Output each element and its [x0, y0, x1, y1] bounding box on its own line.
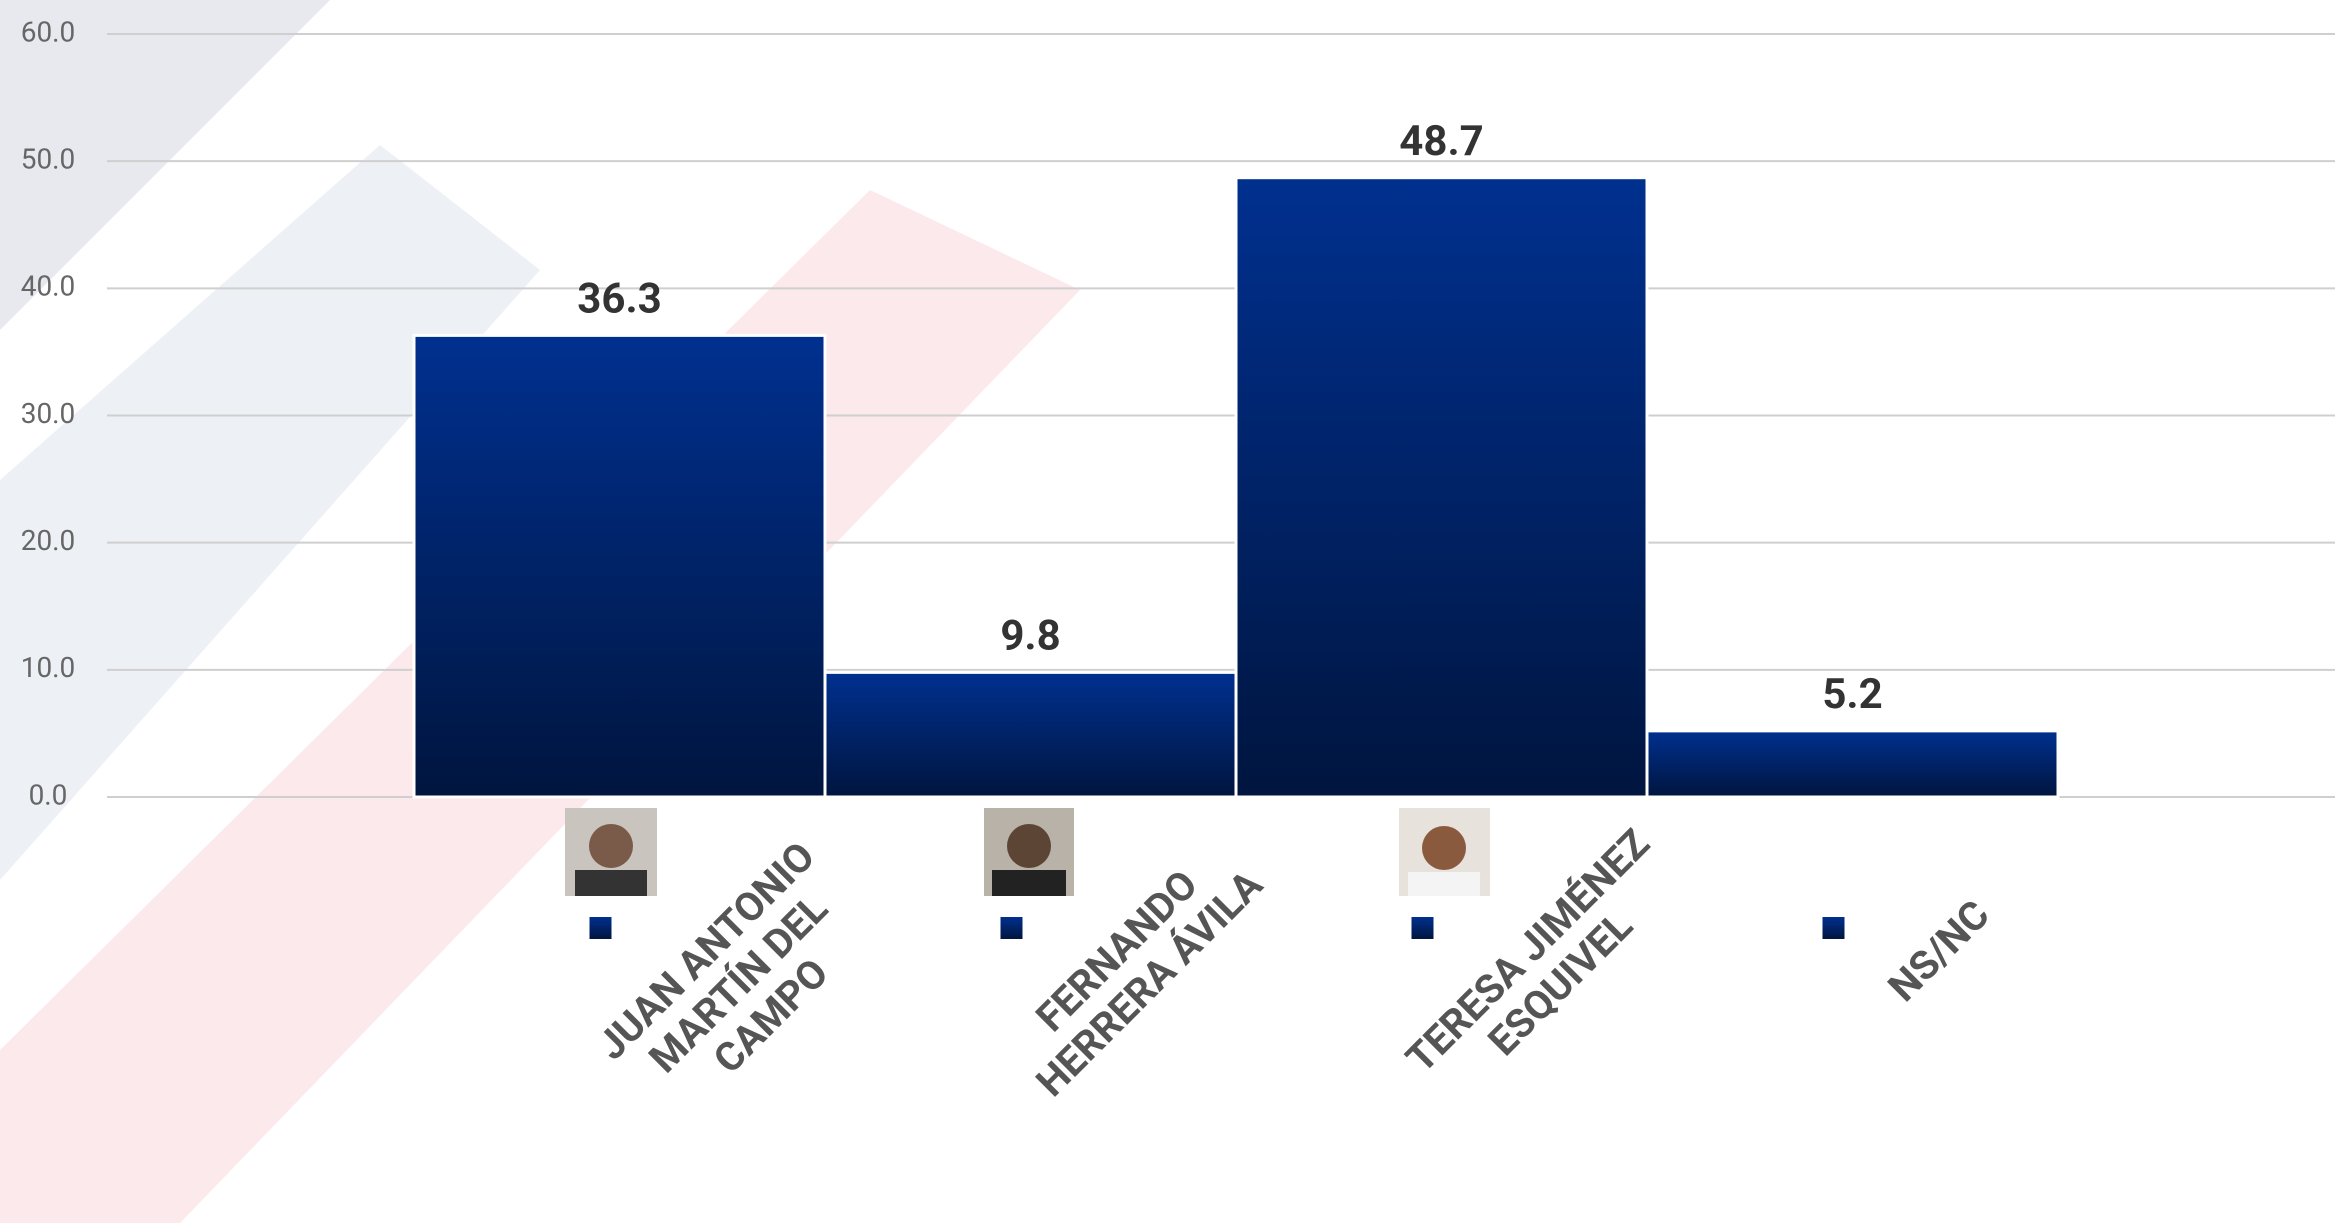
- legend-swatch: [1412, 917, 1434, 939]
- bar: [414, 335, 825, 797]
- value-label: 5.2: [1822, 670, 1882, 719]
- y-tick-label: 10.0: [21, 651, 76, 684]
- chart: 0.0 10.0 20.0 30.0 40.0 50.0 60.0 36.3 9.8 48.7 5.…: [0, 0, 2335, 1223]
- value-label: 36.3: [577, 274, 661, 323]
- y-tick-label: 0.0: [29, 778, 68, 811]
- candidate-photo: [565, 808, 1490, 896]
- bar: [1647, 731, 2058, 797]
- y-tick-label: 20.0: [21, 524, 76, 557]
- bar: [825, 672, 1236, 797]
- y-tick-label: 50.0: [21, 143, 76, 176]
- y-tick-label: 40.0: [21, 270, 76, 303]
- legend-swatch: [1823, 917, 1845, 939]
- legend-swatch: [590, 917, 612, 939]
- legend-swatch: [1001, 917, 1023, 939]
- chart-svg: 0.0 10.0 20.0 30.0 40.0 50.0 60.0 36.3 9.8 48.7 5.…: [0, 0, 2335, 1223]
- bar: [1236, 178, 1647, 797]
- y-tick-label: 60.0: [21, 15, 76, 48]
- value-label: 48.7: [1399, 117, 1483, 166]
- y-tick-label: 30.0: [21, 397, 76, 430]
- value-label: 9.8: [1000, 611, 1060, 660]
